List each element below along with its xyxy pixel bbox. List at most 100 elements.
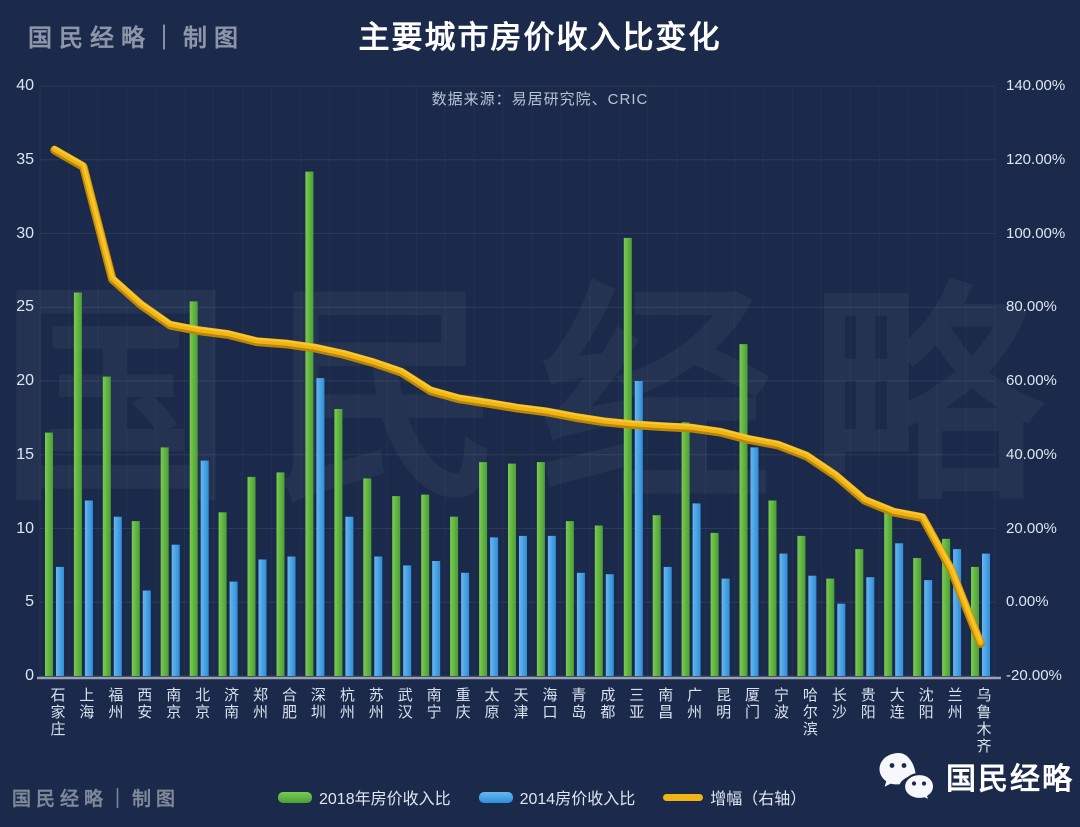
- city-label: 天津: [511, 687, 529, 721]
- city-label: 宁波: [771, 687, 789, 721]
- bar-2018: [363, 478, 372, 676]
- legend-swatch-2014: [478, 791, 513, 803]
- bars-2014: [56, 378, 990, 677]
- bar-2014: [692, 503, 701, 676]
- bar-2014: [374, 556, 383, 676]
- city-label: 上海: [77, 687, 95, 721]
- bar-2018: [594, 525, 603, 676]
- legend-label-growth: 增幅（右轴）: [710, 791, 807, 808]
- bar-2014: [84, 500, 93, 676]
- city-label: 杭州: [337, 687, 355, 721]
- bar-2014: [750, 447, 759, 676]
- legend-swatch-growth-line: [663, 793, 704, 801]
- bar-2014: [866, 577, 875, 676]
- wechat-icon: [879, 753, 936, 802]
- growth-line: [51, 145, 984, 646]
- bar-2014: [924, 580, 933, 676]
- bar-2018: [392, 496, 401, 676]
- left-axis-tick-label: 30: [16, 224, 34, 242]
- bar-2018: [884, 510, 893, 676]
- bar-2014: [287, 556, 296, 676]
- city-label: 福州: [106, 687, 124, 721]
- city-label: 合肥: [279, 687, 297, 721]
- horizontal-gridlines: [40, 85, 995, 677]
- bar-2018: [913, 558, 922, 676]
- city-label: 南宁: [424, 687, 442, 721]
- left-axis-tick-label: 10: [16, 519, 34, 537]
- wechat-brand-badge: 国民经略: [876, 750, 1074, 802]
- city-label: 太原: [482, 687, 500, 721]
- right-axis-tick-label: 140.00%: [1006, 77, 1066, 94]
- bar-2018: [479, 462, 488, 676]
- left-axis-tick-label: 20: [16, 372, 34, 389]
- legend-item-2018: 2018年房价收入比: [278, 785, 451, 809]
- city-label: 石家庄: [48, 687, 66, 738]
- bar-2014: [895, 543, 904, 677]
- left-axis-tick-label: 15: [16, 445, 34, 463]
- bar-2018: [218, 512, 227, 676]
- right-axis-tick-label: 80.00%: [1006, 298, 1057, 316]
- bar-2014: [56, 566, 64, 676]
- bar-2014: [490, 537, 499, 676]
- city-label: 贵阳: [858, 687, 876, 721]
- right-axis-tick-label: 20.00%: [1006, 519, 1057, 537]
- bar-2018: [652, 515, 661, 676]
- bar-2018: [247, 476, 256, 676]
- city-label: 苏州: [366, 687, 384, 721]
- bar-2018: [276, 472, 285, 676]
- right-axis-tick-label: 60.00%: [1006, 372, 1057, 389]
- bar-2018: [334, 409, 343, 676]
- bar-2018: [565, 521, 574, 676]
- bar-2014: [142, 590, 151, 676]
- bar-2018: [421, 494, 430, 676]
- bar-2014: [316, 378, 325, 676]
- city-label: 济南: [222, 687, 240, 721]
- bar-2018: [739, 344, 748, 676]
- city-label: 乌鲁木齐: [974, 687, 992, 755]
- bar-2018: [305, 171, 314, 676]
- legend-item-growth: 增幅（右轴）: [663, 785, 806, 809]
- right-axis-tick-label: 40.00%: [1006, 445, 1057, 463]
- left-axis-tick-label: 25: [16, 298, 34, 316]
- legend-swatch-2018: [278, 791, 312, 803]
- watermark-text: 国民经略: [0, 260, 1080, 533]
- city-label: 沈阳: [916, 687, 934, 721]
- city-label: 昆明: [714, 687, 732, 721]
- city-label: 广州: [685, 687, 703, 721]
- bar-2014: [779, 553, 788, 676]
- city-label: 深圳: [308, 687, 326, 721]
- brand-logo-bottom-left: 国民经略｜制图: [12, 788, 181, 810]
- bar-2014: [576, 572, 585, 677]
- bar-2014: [721, 578, 730, 676]
- chart-title: 主要城市房价收入比变化: [358, 20, 722, 55]
- bar-2014: [345, 516, 354, 676]
- bar-2018: [623, 237, 632, 676]
- bar-2014: [982, 553, 990, 676]
- bar-2018: [450, 516, 459, 676]
- city-label: 西安: [135, 687, 153, 721]
- right-axis-tick-label: -20.00%: [1006, 667, 1062, 684]
- bar-2014: [200, 460, 209, 676]
- city-label: 成都: [598, 687, 616, 721]
- bar-2018: [508, 463, 516, 676]
- growth-line-highlight: [53, 146, 982, 642]
- bar-2014: [634, 381, 643, 676]
- bar-2014: [171, 544, 180, 676]
- bar-2018: [826, 578, 835, 676]
- brand-logo-top-left: 国民经略｜制图: [28, 23, 245, 52]
- city-label: 哈尔滨: [800, 687, 818, 738]
- bar-2018: [855, 549, 864, 676]
- bar-2018: [942, 538, 951, 676]
- bar-2018: [160, 447, 169, 676]
- left-axis-tick-label: 35: [16, 150, 34, 168]
- bar-2018: [73, 292, 82, 676]
- bar-2018: [797, 535, 806, 676]
- legend-label-2014: 2014房价收入比: [519, 791, 636, 808]
- bar-2014: [663, 566, 672, 676]
- bar-2018: [710, 532, 719, 676]
- left-axis-tick-label: 5: [25, 593, 34, 611]
- bar-2014: [432, 561, 441, 676]
- bar-2018: [102, 376, 111, 676]
- bar-2018: [681, 422, 690, 676]
